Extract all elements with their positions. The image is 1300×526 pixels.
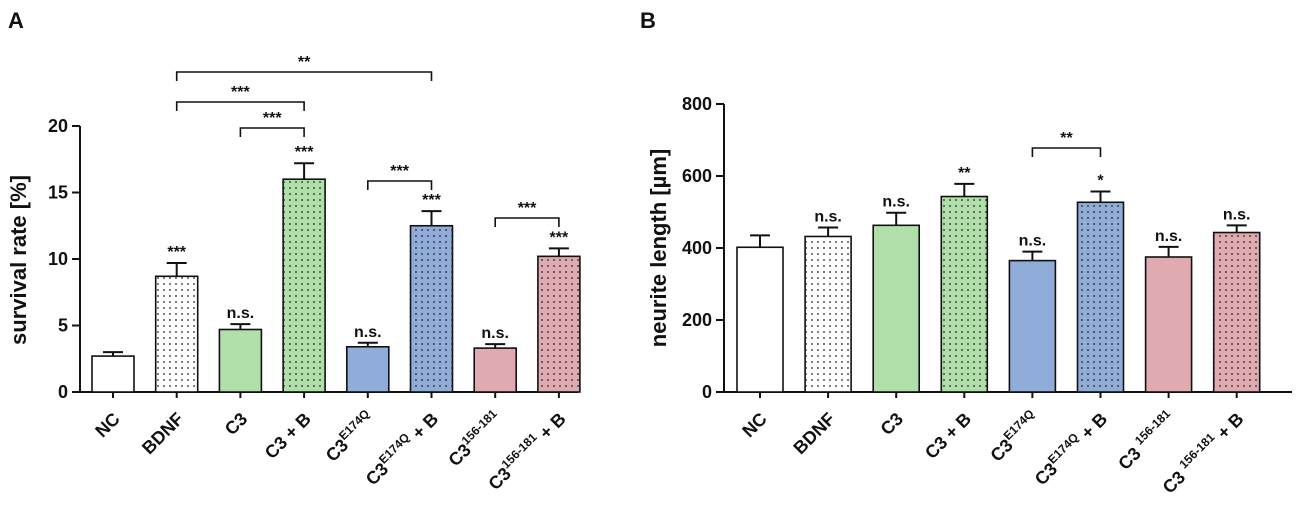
y-tick-label: 20: [48, 116, 68, 136]
comparison-bracket: [239, 127, 305, 137]
category-label: C3 156-181: [1112, 406, 1179, 473]
category-label: C3: [221, 409, 251, 439]
bar-dot-pattern: [537, 256, 580, 392]
comparison-bracket: [175, 101, 305, 111]
bar: [218, 328, 263, 393]
category-label: BDNF: [138, 409, 187, 458]
significance-label: n.s.: [481, 325, 509, 342]
y-tick-label: 10: [48, 249, 68, 269]
comparison-bracket: [175, 71, 433, 81]
category-label: C3E174Q: [984, 407, 1043, 466]
category-label: C3 + B: [921, 409, 975, 463]
significance-label: ***: [167, 244, 186, 261]
bracket-label: ***: [518, 200, 537, 217]
bar-dot-pattern: [805, 236, 852, 392]
significance-label: **: [958, 165, 971, 182]
bracket-label: **: [298, 54, 311, 71]
significance-label: ***: [550, 229, 569, 246]
significance-label: *: [1097, 172, 1104, 189]
significance-label: n.s.: [882, 194, 910, 211]
bar-dot-pattern: [410, 225, 453, 392]
category-label: C3E174Q + B: [360, 407, 443, 490]
y-tick-label: 0: [58, 382, 68, 402]
significance-label: n.s.: [1019, 233, 1047, 250]
y-tick-label: 15: [48, 183, 68, 203]
y-tick-label: 600: [682, 166, 712, 186]
bar-dot-pattern: [155, 276, 198, 392]
bar: [1008, 259, 1057, 393]
category-label: C3: [877, 409, 907, 439]
significance-label: n.s.: [814, 208, 842, 225]
category-label: C3156-181: [442, 406, 506, 470]
significance-label: ***: [295, 144, 314, 161]
bar: [345, 345, 390, 393]
bar: [872, 224, 921, 393]
category-label: C3 156-181 + B: [1157, 407, 1248, 498]
category-label: C3 + B: [261, 409, 315, 463]
y-tick-label: 5: [58, 316, 68, 336]
bar-dot-pattern: [1077, 202, 1124, 392]
significance-label: ***: [422, 192, 441, 209]
category-label: BDNF: [789, 409, 838, 458]
y-tick-label: 0: [702, 382, 712, 402]
bar: [91, 355, 135, 393]
bracket-label: ***: [231, 84, 250, 101]
bar-dot-pattern: [941, 196, 988, 392]
bar-dot-pattern: [1213, 232, 1260, 392]
significance-label: n.s.: [1223, 206, 1251, 223]
category-label: C3E174Q + B: [1029, 407, 1112, 490]
bar: [736, 246, 784, 393]
bracket-label: ***: [390, 163, 409, 180]
bar: [473, 347, 518, 393]
category-label: C3E174Q: [320, 407, 379, 466]
panel-a: A survival rate [%] 0 5 10 15 20 *** n.s. *** n.…: [6, 8, 581, 494]
y-tick-label: 200: [682, 310, 712, 330]
category-label: NC: [738, 409, 771, 442]
bracket-label: ***: [263, 110, 282, 127]
bar-dot-pattern: [283, 179, 326, 392]
panel-a-y-axis-title: survival rate [%]: [6, 175, 31, 345]
panel-b-label: B: [640, 8, 656, 33]
y-tick-label: 800: [682, 94, 712, 114]
significance-label: n.s.: [227, 305, 255, 322]
y-tick-label: 400: [682, 238, 712, 258]
significance-label: n.s.: [354, 324, 382, 341]
significance-label: n.s.: [1155, 228, 1183, 245]
panel-b-y-axis-title: neurite length [µm]: [646, 149, 671, 347]
panel-b: B neurite length [µm] 0 200 400 600 800 n.s. n…: [640, 8, 1292, 497]
category-label: NC: [91, 409, 124, 442]
comparison-bracket: [367, 180, 433, 190]
panel-a-label: A: [8, 8, 24, 33]
comparison-bracket: [494, 217, 560, 227]
bar: [1144, 256, 1193, 393]
comparison-bracket: [1031, 147, 1102, 157]
bracket-label: **: [1060, 130, 1073, 147]
